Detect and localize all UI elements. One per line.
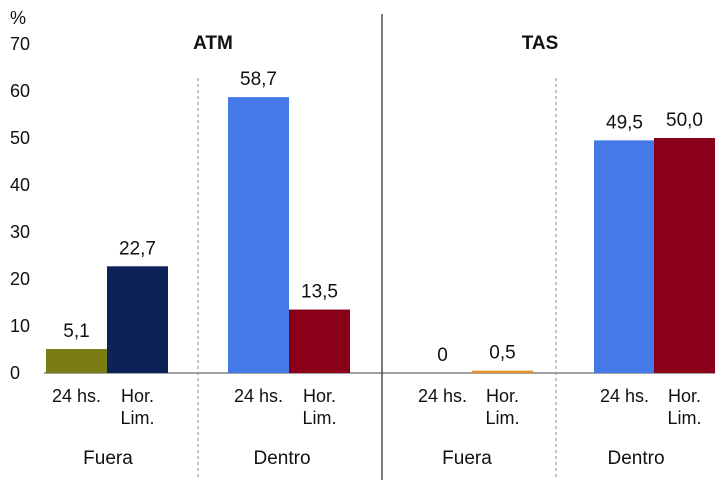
- y-axis-unit-label: %: [10, 8, 26, 28]
- category-label: 24 hs.: [418, 386, 467, 406]
- group-label: Dentro: [607, 448, 664, 469]
- category-label: Lim.: [485, 408, 519, 428]
- category-label: Lim.: [667, 408, 701, 428]
- bar: [228, 97, 289, 374]
- atm-panel-title: ATM: [193, 33, 233, 54]
- bar-value-label: 50,0: [666, 110, 703, 131]
- category-label: 24 hs.: [52, 386, 101, 406]
- bar: [654, 138, 715, 373]
- tas-panel-title: TAS: [522, 33, 559, 54]
- category-label: Hor.: [303, 386, 336, 406]
- group-label: Fuera: [442, 448, 492, 469]
- y-tick-label: 50: [10, 128, 30, 148]
- y-tick-label: 60: [10, 81, 30, 101]
- bar: [289, 309, 350, 373]
- bars: [46, 97, 715, 374]
- y-tick-label: 30: [10, 222, 30, 242]
- bar: [594, 140, 655, 373]
- category-label: Hor.: [668, 386, 701, 406]
- y-axis-ticks: 0 10 20 30 40 50 60 70: [10, 34, 30, 383]
- y-tick-label: 20: [10, 269, 30, 289]
- category-label: 24 hs.: [234, 386, 283, 406]
- bar-value-label: 49,5: [606, 112, 643, 133]
- bar: [107, 266, 168, 373]
- group-label: Fuera: [83, 448, 133, 469]
- category-label: 24 hs.: [600, 386, 649, 406]
- category-label: Lim.: [302, 408, 336, 428]
- y-tick-label: 40: [10, 175, 30, 195]
- y-tick-label: 70: [10, 34, 30, 54]
- group-label: Dentro: [253, 448, 310, 469]
- bar-value-label: 22,7: [119, 238, 156, 259]
- bar-value-label: 13,5: [301, 282, 338, 303]
- bar-value-label: 5,1: [63, 321, 89, 342]
- bar-value-label: 58,7: [240, 69, 277, 90]
- y-tick-label: 0: [10, 363, 20, 383]
- bar-value-label: 0: [437, 345, 448, 366]
- bar-value-label: 0,5: [489, 343, 515, 364]
- bar: [46, 349, 107, 373]
- bar: [472, 370, 533, 373]
- category-label: Lim.: [120, 408, 154, 428]
- category-label: Hor.: [121, 386, 154, 406]
- y-tick-label: 10: [10, 316, 30, 336]
- category-label: Hor.: [486, 386, 519, 406]
